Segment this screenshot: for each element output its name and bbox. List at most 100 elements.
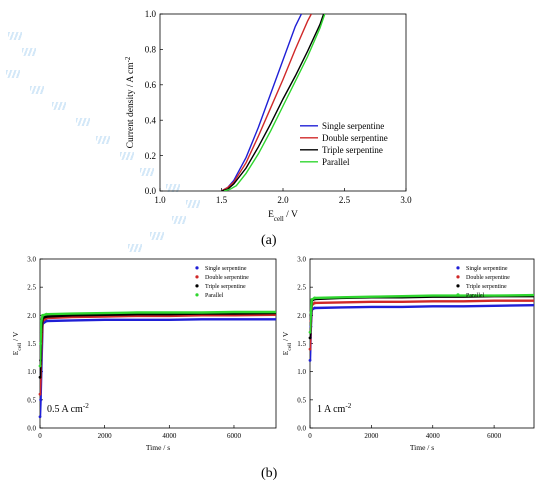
data-point <box>308 330 312 334</box>
series-line <box>221 14 325 191</box>
x-axis-label: Time / s <box>410 443 434 452</box>
y-tick-label: 2.5 <box>27 284 36 292</box>
y-tick-label: 0.0 <box>145 186 157 196</box>
y-tick-label: 1.0 <box>145 9 157 19</box>
current-density-annotation: 1 A cm-2 <box>317 402 352 415</box>
legend-swatch <box>456 266 460 270</box>
data-point <box>38 415 42 419</box>
x-tick-label: 2.5 <box>339 195 351 205</box>
legend-label: Single serpentine <box>322 121 384 131</box>
y-tick-label: 0.0 <box>27 424 36 432</box>
legend-label: Parallel <box>466 293 485 299</box>
x-axis-label: Ecell / V <box>268 210 298 223</box>
y-axis-label: Ecell / V <box>281 331 293 355</box>
data-point <box>313 296 317 300</box>
watermark-streak <box>8 32 22 40</box>
legend-label: Single serpentine <box>205 266 247 272</box>
watermark-streak <box>128 244 142 252</box>
x-tick-label: 0 <box>38 432 42 440</box>
watermark-streak <box>140 168 154 176</box>
series-line <box>221 14 312 191</box>
watermark-streak <box>120 152 134 160</box>
x-axis-label: Time / s <box>146 443 170 452</box>
y-tick-label: 0.4 <box>145 115 157 125</box>
watermark-streak <box>52 102 66 110</box>
legend-label: Double serpentine <box>322 133 388 143</box>
y-tick-label: 1.5 <box>297 340 306 348</box>
data-point <box>45 319 48 323</box>
x-tick-label: 6000 <box>227 432 242 440</box>
data-point <box>313 301 317 305</box>
series-line <box>40 313 276 395</box>
watermark-streak <box>166 184 180 192</box>
data-point <box>308 336 312 340</box>
legend-label: Parallel <box>322 157 350 167</box>
y-axis-label: Current density / A cm-2 <box>125 56 137 148</box>
data-point <box>39 398 43 402</box>
chart-b-left: 0 2000 4000 6000 0.0 0.5 1.0 1.5 2.0 2.5 3.0 Time /… <box>11 255 277 452</box>
x-tick-label: 1.5 <box>216 195 228 205</box>
data-point <box>308 359 312 362</box>
legend-label: Triple serpentine <box>322 145 383 155</box>
series-line <box>223 14 326 191</box>
x-tick-label: 1.0 <box>154 195 166 205</box>
panel-label-b: (b) <box>261 466 278 481</box>
x-tick-label: 3.0 <box>400 195 412 205</box>
data-point <box>38 364 42 368</box>
legend-swatch <box>195 293 199 297</box>
y-tick-label: 1.5 <box>27 340 36 348</box>
legend-label: Single serpentine <box>466 266 508 272</box>
watermark-streak <box>172 216 186 224</box>
watermark-streak <box>6 70 20 78</box>
y-tick-label: 0.2 <box>145 151 156 161</box>
legend-label: Parallel <box>205 293 224 299</box>
data-point <box>41 313 44 317</box>
chart-b-right: 0 2000 4000 6000 0.0 0.5 1.0 1.5 2.0 2.5 3.0 Time /… <box>281 255 535 452</box>
legend-label: Double serpentine <box>205 275 249 281</box>
y-tick-label: 2.0 <box>297 312 306 320</box>
series-line <box>40 318 276 417</box>
y-tick-label: 0.0 <box>297 424 306 432</box>
y-tick-label: 0.8 <box>145 45 157 55</box>
legend-label: Double serpentine <box>466 275 510 281</box>
series-line <box>221 14 303 191</box>
plot-frame <box>159 13 407 192</box>
series-line <box>40 311 276 378</box>
watermark-streak <box>30 86 44 94</box>
data-point <box>39 342 43 345</box>
data-point <box>310 298 314 301</box>
y-axis-label: Ecell / V <box>11 331 23 355</box>
legend-swatch <box>456 284 460 288</box>
legend-swatch <box>195 266 199 270</box>
x-tick-label: 4000 <box>162 432 177 440</box>
current-density-annotation: 0.5 A cm-2 <box>47 402 89 415</box>
x-tick-label: 2.0 <box>277 195 289 205</box>
x-tick-label: 0 <box>308 432 312 440</box>
data-point <box>45 315 48 318</box>
panel-label-a: (a) <box>261 233 277 248</box>
y-tick-label: 2.0 <box>27 312 36 320</box>
watermark-streak <box>96 136 110 144</box>
watermark-streak <box>186 200 200 208</box>
y-tick-label: 0.6 <box>145 80 157 90</box>
x-tick-label: 2000 <box>98 432 113 440</box>
y-tick-label: 3.0 <box>27 255 36 263</box>
legend-swatch <box>456 275 460 279</box>
y-tick-label: 0.5 <box>297 396 306 404</box>
watermark-streak <box>22 48 36 56</box>
x-tick-label: 2000 <box>364 432 379 440</box>
data-point <box>39 319 43 323</box>
legend-swatch <box>195 275 199 279</box>
data-point <box>38 392 42 396</box>
series-line <box>310 293 534 333</box>
series-line <box>310 304 534 361</box>
data-point <box>309 311 313 314</box>
data-point <box>38 375 42 379</box>
y-tick-label: 0.5 <box>27 396 36 404</box>
legend-swatch <box>195 284 199 288</box>
legend-label: Triple serpentine <box>466 284 507 290</box>
chart-a: 1.0 1.5 2.0 2.5 3.0 0.0 0.2 0.4 0.6 0.8 1.0 Ecell /… <box>125 9 413 222</box>
data-point <box>308 347 312 351</box>
legend-swatch <box>456 293 460 297</box>
